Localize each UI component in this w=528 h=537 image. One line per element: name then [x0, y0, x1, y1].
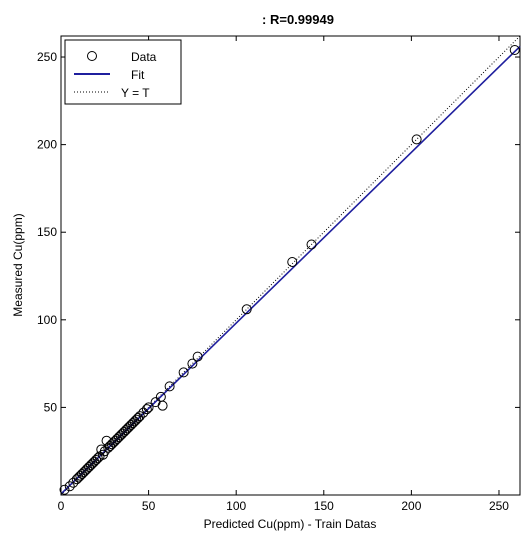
- data-point: [108, 437, 119, 448]
- data-point: [115, 430, 126, 441]
- data-point: [85, 460, 96, 471]
- y-tick-label: 50: [44, 400, 58, 414]
- data-point: [87, 458, 98, 469]
- data-point: [89, 456, 100, 467]
- x-tick-label: 150: [314, 499, 334, 513]
- data-point: [287, 256, 298, 267]
- data-point: [306, 239, 317, 250]
- x-tick-label: 200: [401, 499, 421, 513]
- data-point: [117, 428, 128, 439]
- line-layer: [60, 35, 521, 496]
- data-point: [129, 416, 140, 427]
- legend-label-yt: Y = T: [121, 86, 150, 100]
- y-tick-label: 200: [37, 138, 57, 152]
- data-point: [84, 461, 95, 472]
- data-point: [106, 439, 117, 450]
- data-point: [133, 412, 144, 423]
- fit-line: [60, 45, 521, 495]
- data-point: [105, 440, 116, 451]
- data-point: [134, 411, 145, 422]
- data-point: [59, 484, 70, 495]
- data-point: [119, 426, 130, 437]
- data-point: [126, 419, 137, 430]
- data-point: [178, 367, 189, 378]
- y-tick-label: 100: [37, 313, 57, 327]
- points-layer: [59, 45, 520, 495]
- data-point: [80, 465, 91, 476]
- data-point: [141, 404, 152, 415]
- data-point: [143, 402, 154, 413]
- data-point: [103, 442, 114, 453]
- y-tick-label: 250: [37, 50, 57, 64]
- data-point: [82, 463, 93, 474]
- x-tick-label: 250: [489, 499, 509, 513]
- x-axis-label: Predicted Cu(ppm) - Train Datas: [204, 517, 377, 531]
- legend-label-data: Data: [131, 50, 157, 64]
- y-axis-label: Measured Cu(ppm): [11, 213, 25, 316]
- data-point: [131, 414, 142, 425]
- chart-title: : R=0.99949: [262, 12, 334, 27]
- data-point: [509, 45, 520, 56]
- data-point: [99, 446, 110, 457]
- data-point: [120, 425, 131, 436]
- data-point: [110, 435, 121, 446]
- x-tick-label: 100: [226, 499, 246, 513]
- data-point: [157, 400, 168, 411]
- data-point: [112, 433, 123, 444]
- data-point: [124, 421, 135, 432]
- legend-data-marker: [87, 51, 97, 61]
- data-point: [187, 358, 198, 369]
- x-tick-label: 0: [58, 499, 65, 513]
- data-point: [77, 468, 88, 479]
- legend: Data Fit Y = T: [64, 39, 182, 105]
- data-point: [91, 454, 102, 465]
- data-point: [164, 381, 175, 392]
- legend-box: [64, 39, 182, 105]
- data-point: [192, 351, 203, 362]
- y-tick-label: 150: [37, 225, 57, 239]
- data-point: [71, 474, 82, 485]
- data-point: [138, 407, 149, 418]
- data-point: [113, 432, 124, 443]
- data-point: [75, 470, 86, 481]
- legend-label-fit: Fit: [131, 68, 145, 82]
- data-point: [78, 467, 89, 478]
- ticks-layer: 0 50 100 150 200 250 50 100 150 200 250: [37, 36, 520, 513]
- data-point: [122, 423, 133, 434]
- data-point: [73, 472, 84, 483]
- data-point: [241, 304, 252, 315]
- x-tick-label: 50: [142, 499, 156, 513]
- data-point: [411, 134, 422, 145]
- data-point: [92, 453, 103, 464]
- data-point: [64, 481, 75, 492]
- data-point: [68, 477, 79, 488]
- data-point: [127, 418, 138, 429]
